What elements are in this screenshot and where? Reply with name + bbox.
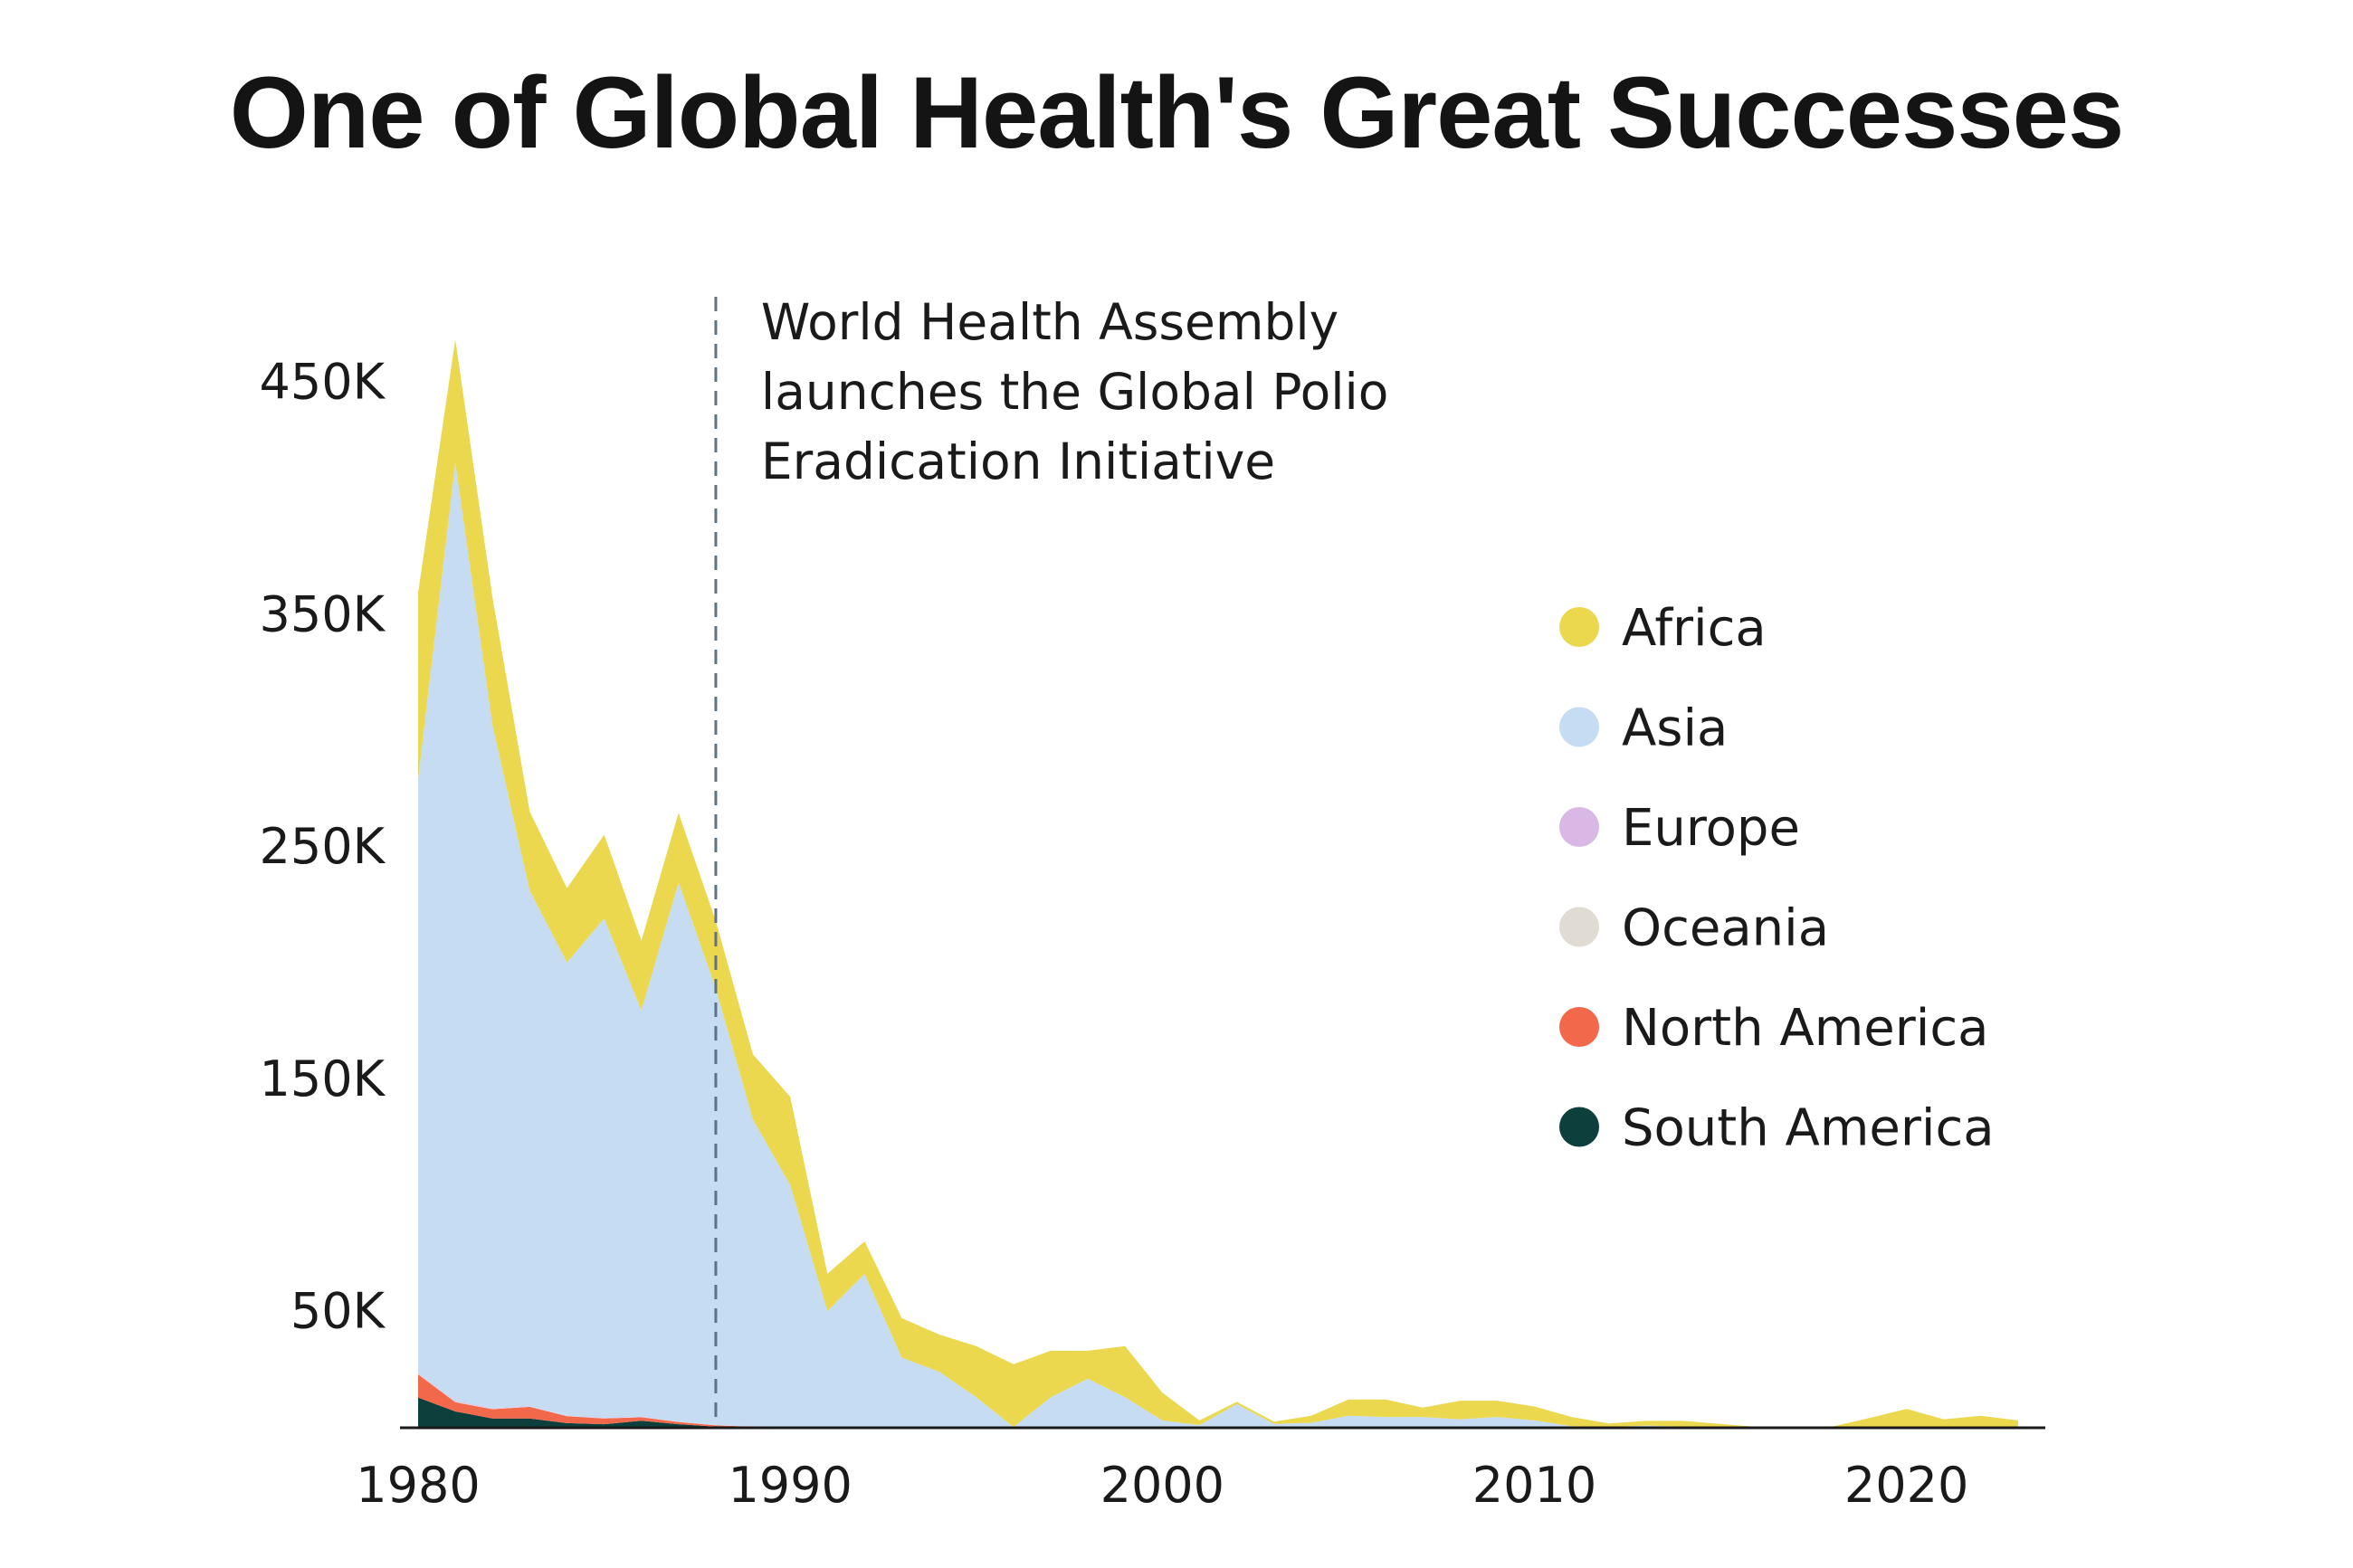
x-tick-label: 1990: [728, 1457, 852, 1514]
y-tick-label: 150K: [260, 1050, 386, 1107]
legend-swatch-africa: [1559, 607, 1599, 647]
legend: Africa Asia Europe Oceania North America Sout…: [1559, 599, 1995, 1158]
y-axis-tick-labels: 50K 150K 250K 350K 450K: [260, 354, 386, 1340]
legend-swatch-oceania: [1559, 907, 1599, 947]
chart-title: One of Global Health's Great Successes: [229, 56, 2125, 169]
annotation-text-line: World Health Assembly: [761, 293, 1338, 351]
y-tick-label: 50K: [291, 1283, 386, 1340]
legend-swatch-europe: [1559, 807, 1599, 847]
area-asia: [418, 462, 2018, 1428]
y-tick-label: 450K: [260, 354, 386, 411]
annotation: World Health Assembly launches the Global…: [761, 293, 1389, 490]
legend-swatch-south-america: [1559, 1107, 1599, 1147]
annotation-text-line: launches the Global Polio: [761, 363, 1389, 421]
legend-swatch-asia: [1559, 707, 1599, 747]
legend-label: Oceania: [1622, 899, 1829, 958]
annotation-text-line: Eradication Initiative: [761, 432, 1275, 490]
y-tick-label: 250K: [260, 818, 386, 875]
legend-label: Asia: [1622, 699, 1728, 758]
area-south-america: [418, 1397, 2018, 1428]
legend-label: Europe: [1622, 799, 1800, 858]
x-tick-label: 2000: [1100, 1457, 1224, 1514]
legend-label: Africa: [1622, 599, 1767, 658]
stacked-areas: [418, 339, 2018, 1428]
legend-label: South America: [1622, 1099, 1995, 1158]
x-axis-tick-labels: 1980 1990 2000 2010 2020: [356, 1457, 1968, 1514]
x-tick-label: 1980: [356, 1457, 480, 1514]
y-tick-label: 350K: [260, 585, 386, 642]
area-north-america: [418, 1374, 2018, 1428]
legend-swatch-north-america: [1559, 1007, 1599, 1047]
x-tick-label: 2010: [1472, 1457, 1596, 1514]
legend-label: North America: [1622, 999, 1988, 1058]
x-tick-label: 2020: [1844, 1457, 1968, 1514]
